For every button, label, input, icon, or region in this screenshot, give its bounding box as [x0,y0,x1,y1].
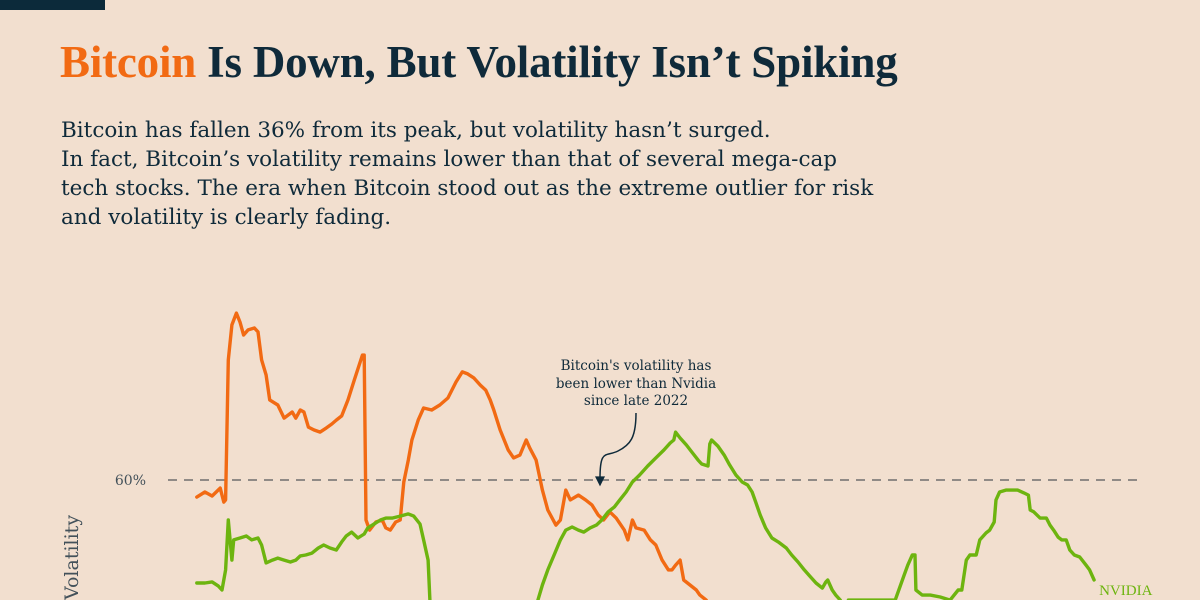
nvidia-line [536,430,842,600]
annotation-line: since late 2022 [584,393,688,409]
subtitle-line: tech stocks. The era when Bitcoin stood … [61,176,874,201]
brand-bar [0,0,105,10]
series-bitcoin [195,311,708,600]
nvidia-line [195,512,432,600]
annotation-line: been lower than Nvidia [556,376,716,392]
arrow-head-icon [595,476,605,487]
series-nvidia [195,430,1096,600]
bitcoin-line [195,311,708,600]
y-tick-label: 60% [115,473,146,489]
subtitle-line: In fact, Bitcoin’s volatility remains lo… [61,147,838,172]
subtitle-line: and volatility is clearly fading. [61,205,392,230]
series-label-nvidia: NVIDIA [1099,583,1152,599]
subtitle: Bitcoin has fallen 36% from its peak, bu… [61,116,1021,232]
annotation-arrow [599,412,637,479]
y-axis-label: Volatility [61,515,83,600]
annotation-line: Bitcoin's volatility has [561,358,712,374]
title-rest: Is Down, But Volatility Isn’t Spiking [196,37,898,87]
subtitle-line: Bitcoin has fallen 36% from its peak, bu… [61,118,771,143]
nvidia-line [846,488,1096,600]
annotation: Bitcoin's volatility has been lower than… [556,358,716,487]
page-title: Bitcoin Is Down, But Volatility Isn’t Sp… [60,36,898,88]
title-accent: Bitcoin [60,37,197,87]
